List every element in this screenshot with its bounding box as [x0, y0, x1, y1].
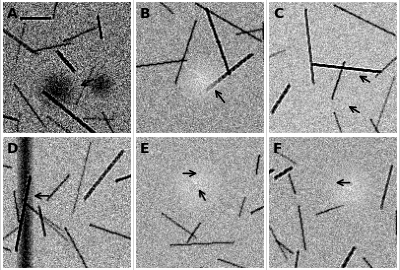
Text: F: F: [273, 142, 282, 156]
Text: C: C: [273, 7, 283, 21]
Text: D: D: [7, 142, 19, 156]
Text: A: A: [7, 7, 18, 21]
Text: E: E: [140, 142, 150, 156]
Text: B: B: [140, 7, 151, 21]
